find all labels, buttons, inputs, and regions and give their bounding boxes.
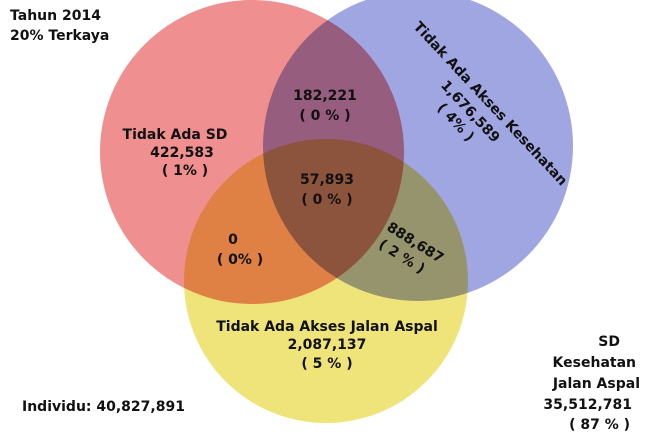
- outside-line: Kesehatan: [553, 355, 636, 371]
- overlap-share: ( 0 % ): [301, 192, 352, 208]
- outside-count: 35,512,781: [543, 397, 632, 413]
- overlap-count: 182,221: [293, 88, 357, 104]
- set-share: ( 1% ): [162, 163, 208, 179]
- set-count: 422,583: [150, 145, 214, 161]
- total: Individu: 40,827,891: [22, 399, 185, 415]
- set-label: Tidak Ada Akses Jalan Aspal: [216, 319, 438, 335]
- circle-jalan: [184, 139, 468, 423]
- outside-share: ( 87 % ): [569, 417, 630, 433]
- overlap-count: 57,893: [300, 172, 354, 188]
- outside-line: Jalan Aspal: [552, 376, 640, 392]
- overlap-share: ( 0% ): [217, 252, 263, 268]
- header-line: Tahun 2014: [10, 8, 101, 24]
- outside-block: SD Kesehatan Jalan Aspal 35,512,781 ( 87…: [543, 334, 640, 433]
- overlap-count: 0: [228, 232, 238, 248]
- header-line: 20% Terkaya: [10, 28, 109, 44]
- set-count: 2,087,137: [288, 337, 367, 353]
- set-label: Tidak Ada SD: [123, 127, 228, 143]
- overlap-share: ( 0 % ): [299, 108, 350, 124]
- set-share: ( 5 % ): [301, 356, 352, 372]
- outside-line: SD: [598, 334, 620, 350]
